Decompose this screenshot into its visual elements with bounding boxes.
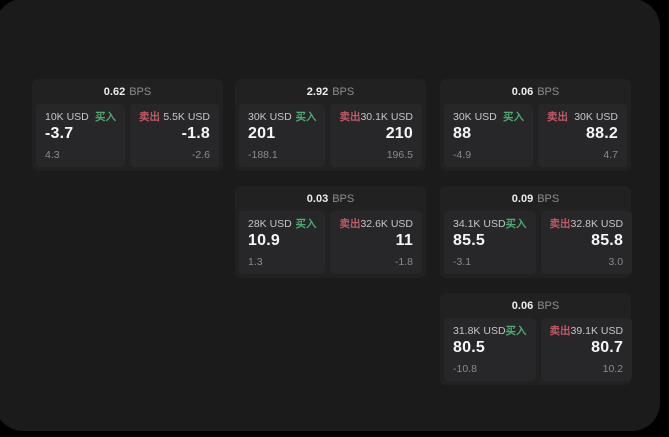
bps-label: BPS xyxy=(129,85,152,98)
sell-panel[interactable]: 卖出 32.8K USD 85.8 3.0 xyxy=(540,211,633,274)
bps-value: 2.92 xyxy=(306,85,329,98)
buy-price: -3.7 xyxy=(45,125,74,142)
sell-price: 88.2 xyxy=(586,125,618,142)
buy-price: 201 xyxy=(248,125,276,142)
sell-delta: 196.5 xyxy=(386,149,413,161)
bps-header: 0.62 BPS xyxy=(32,79,223,104)
sell-label: 卖出 xyxy=(339,218,361,230)
bps-header: 0.06 BPS xyxy=(440,79,631,104)
sell-panel[interactable]: 卖出 32.6K USD 11 -1.8 xyxy=(330,211,422,274)
buy-price: 85.5 xyxy=(453,232,485,249)
bps-header: 0.03 BPS xyxy=(235,186,426,211)
buy-price: 10.9 xyxy=(248,232,280,249)
buy-label: 买入 xyxy=(95,111,116,123)
sell-price: 210 xyxy=(385,125,413,142)
buy-delta: 4.3 xyxy=(45,149,60,161)
bps-value: 0.03 xyxy=(306,192,329,205)
buy-panel[interactable]: 30K USD 买入 201 -188.1 xyxy=(239,104,326,167)
buy-price: 88 xyxy=(453,125,472,142)
sell-delta: -1.8 xyxy=(394,256,413,268)
sell-amount: 30K USD xyxy=(574,111,618,123)
buy-panel[interactable]: 28K USD 买入 10.9 1.3 xyxy=(239,211,326,274)
buy-label: 买入 xyxy=(505,218,527,230)
buy-amount: 31.8K USD xyxy=(453,325,506,337)
app-window: 0.62 BPS 10K USD 买入 -3.7 4.3 卖出 5.5K USD… xyxy=(0,0,660,431)
buy-delta: -3.1 xyxy=(453,256,472,268)
sell-label: 卖出 xyxy=(549,218,571,230)
buy-delta: -4.9 xyxy=(453,149,472,161)
sell-label: 卖出 xyxy=(549,325,571,337)
sell-delta: 4.7 xyxy=(603,149,618,161)
buy-label: 买入 xyxy=(503,111,524,123)
sell-price: 80.7 xyxy=(591,339,624,356)
sell-amount: 5.5K USD xyxy=(163,111,210,123)
quote-card-3: 0.06 BPS 30K USD 买入 88 -4.9 卖出 30K USD 8… xyxy=(440,79,631,171)
bps-header: 2.92 BPS xyxy=(235,79,426,104)
bps-header: 0.06 BPS xyxy=(440,293,631,318)
sell-label: 卖出 xyxy=(547,111,568,123)
buy-panel[interactable]: 30K USD 买入 88 -4.9 xyxy=(444,104,533,167)
sell-amount: 32.8K USD xyxy=(570,218,624,230)
sell-panel[interactable]: 卖出 39.1K USD 80.7 10.2 xyxy=(540,318,633,381)
sell-label: 卖出 xyxy=(139,111,160,123)
buy-label: 买入 xyxy=(295,111,317,123)
bps-value: 0.06 xyxy=(511,299,534,312)
bps-label: BPS xyxy=(332,192,355,205)
sell-amount: 30.1K USD xyxy=(360,111,413,123)
buy-label: 买入 xyxy=(505,325,527,337)
sell-price: 85.8 xyxy=(591,232,624,249)
buy-price: 80.5 xyxy=(453,339,485,356)
buy-amount: 34.1K USD xyxy=(453,218,506,230)
sell-amount: 32.6K USD xyxy=(360,218,413,230)
bps-value: 0.62 xyxy=(103,85,126,98)
quote-card-5: 0.09 BPS 34.1K USD 买入 85.5 -3.1 卖出 32.8K… xyxy=(440,186,633,278)
buy-amount: 30K USD xyxy=(453,111,497,123)
quote-card-2: 2.92 BPS 30K USD 买入 201 -188.1 卖出 30.1K … xyxy=(235,79,426,171)
buy-label: 买入 xyxy=(295,218,317,230)
bps-value: 0.06 xyxy=(511,85,534,98)
bps-label: BPS xyxy=(537,299,560,312)
sell-panel[interactable]: 卖出 30.1K USD 210 196.5 xyxy=(330,104,422,167)
bps-label: BPS xyxy=(332,85,355,98)
sell-panel[interactable]: 卖出 5.5K USD -1.8 -2.6 xyxy=(130,104,219,167)
buy-amount: 10K USD xyxy=(45,111,89,123)
buy-delta: -188.1 xyxy=(248,149,278,161)
buy-amount: 30K USD xyxy=(248,111,292,123)
bps-value: 0.09 xyxy=(511,192,534,205)
sell-amount: 39.1K USD xyxy=(570,325,624,337)
buy-panel[interactable]: 34.1K USD 买入 85.5 -3.1 xyxy=(444,211,536,274)
sell-label: 卖出 xyxy=(339,111,361,123)
buy-panel[interactable]: 10K USD 买入 -3.7 4.3 xyxy=(36,104,125,167)
buy-delta: 1.3 xyxy=(248,256,263,268)
bps-label: BPS xyxy=(537,85,560,98)
sell-panel[interactable]: 卖出 30K USD 88.2 4.7 xyxy=(538,104,627,167)
sell-price: 11 xyxy=(395,232,413,249)
sell-delta: 3.0 xyxy=(608,256,624,268)
buy-panel[interactable]: 31.8K USD 买入 80.5 -10.8 xyxy=(444,318,536,381)
quote-card-1: 0.62 BPS 10K USD 买入 -3.7 4.3 卖出 5.5K USD… xyxy=(32,79,223,171)
buy-delta: -10.8 xyxy=(453,363,477,375)
bps-label: BPS xyxy=(537,192,560,205)
sell-delta: -2.6 xyxy=(191,149,210,161)
sell-delta: 10.2 xyxy=(602,363,624,375)
quote-card-6: 0.06 BPS 31.8K USD 买入 80.5 -10.8 卖出 39.1… xyxy=(440,293,633,385)
buy-amount: 28K USD xyxy=(248,218,292,230)
bps-header: 0.09 BPS xyxy=(440,186,631,211)
quote-card-4: 0.03 BPS 28K USD 买入 10.9 1.3 卖出 32.6K US… xyxy=(235,186,426,278)
sell-price: -1.8 xyxy=(181,125,210,142)
